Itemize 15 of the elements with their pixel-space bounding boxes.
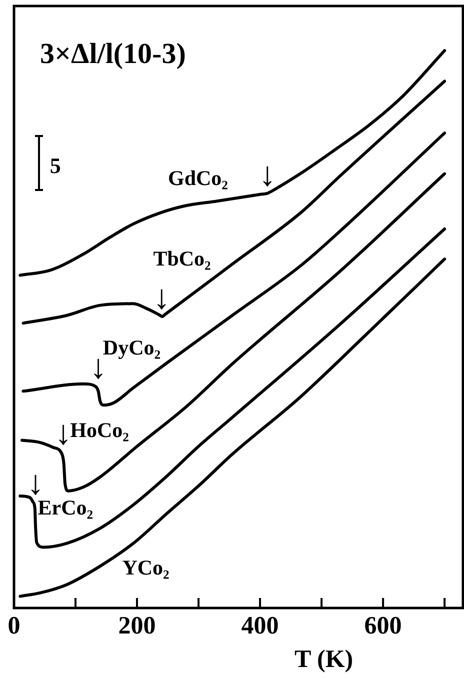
x-tick-label: 600 [364, 612, 402, 640]
y-axis-title: 3×Δl/l(10-3) [40, 38, 186, 70]
series-label: TbCo₂ [153, 246, 211, 270]
series-label: HoCo₂ [70, 418, 129, 442]
annotation: 5 [50, 153, 61, 178]
annotation: ↓ [153, 279, 170, 316]
annotation: ↓ [54, 414, 72, 452]
x-axis-title: T (K) [294, 646, 354, 673]
x-tick-label: 200 [118, 612, 156, 640]
series-label: YCo₂ [122, 555, 170, 580]
series-label: ErCo₂ [38, 496, 94, 520]
x-tick-label: 400 [241, 612, 279, 640]
annotation: ↓ [258, 156, 276, 194]
x-tick-label: 0 [8, 612, 20, 640]
series-label: GdCo₂ [168, 166, 228, 190]
